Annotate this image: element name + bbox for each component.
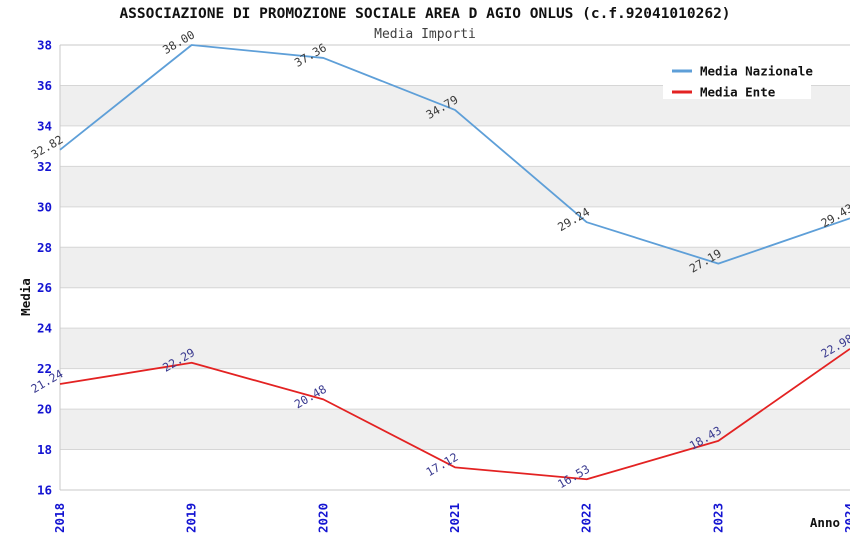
y-tick-label: 28 bbox=[37, 240, 52, 255]
grid-band bbox=[60, 125, 850, 167]
y-axis-title: Media bbox=[18, 278, 33, 316]
x-tick-label: 2020 bbox=[315, 503, 330, 533]
y-tick-label: 22 bbox=[37, 361, 52, 376]
y-tick-label: 20 bbox=[37, 402, 52, 417]
grid-band bbox=[60, 368, 850, 410]
series-line-media-nazionale bbox=[59, 44, 850, 265]
grid-band bbox=[60, 247, 850, 288]
grid-band bbox=[60, 206, 850, 248]
x-tick-label: 2019 bbox=[184, 503, 199, 533]
y-tick-label: 30 bbox=[37, 199, 52, 214]
y-tick-label: 24 bbox=[37, 321, 52, 336]
x-tick-label: 2021 bbox=[447, 503, 462, 533]
grid-band bbox=[60, 287, 850, 329]
x-tick-label: 2024 bbox=[842, 503, 850, 533]
x-tick-label: 2022 bbox=[579, 503, 594, 533]
y-tick-label: 18 bbox=[37, 442, 52, 457]
y-tick-label: 26 bbox=[37, 280, 52, 295]
y-tick-label: 38 bbox=[37, 38, 52, 53]
y-tick-label: 16 bbox=[37, 483, 52, 498]
grid-band bbox=[60, 166, 850, 207]
legend-label-media-nazionale: Media Nazionale bbox=[700, 64, 813, 79]
x-tick-label: 2018 bbox=[52, 503, 67, 533]
chart-title: ASSOCIAZIONE DI PROMOZIONE SOCIALE AREA … bbox=[119, 6, 731, 22]
y-tick-label: 34 bbox=[37, 118, 52, 133]
y-tick-label: 32 bbox=[37, 159, 52, 174]
grid-band bbox=[60, 449, 850, 490]
y-tick-label: 36 bbox=[37, 78, 52, 93]
chart-subtitle: Media Importi bbox=[374, 27, 476, 42]
x-axis-title: Anno bbox=[810, 515, 840, 530]
grid-band bbox=[60, 409, 850, 450]
legend-label-media-ente: Media Ente bbox=[700, 85, 776, 100]
x-tick-label: 2023 bbox=[710, 503, 725, 533]
series-line-media-ente bbox=[59, 348, 850, 481]
